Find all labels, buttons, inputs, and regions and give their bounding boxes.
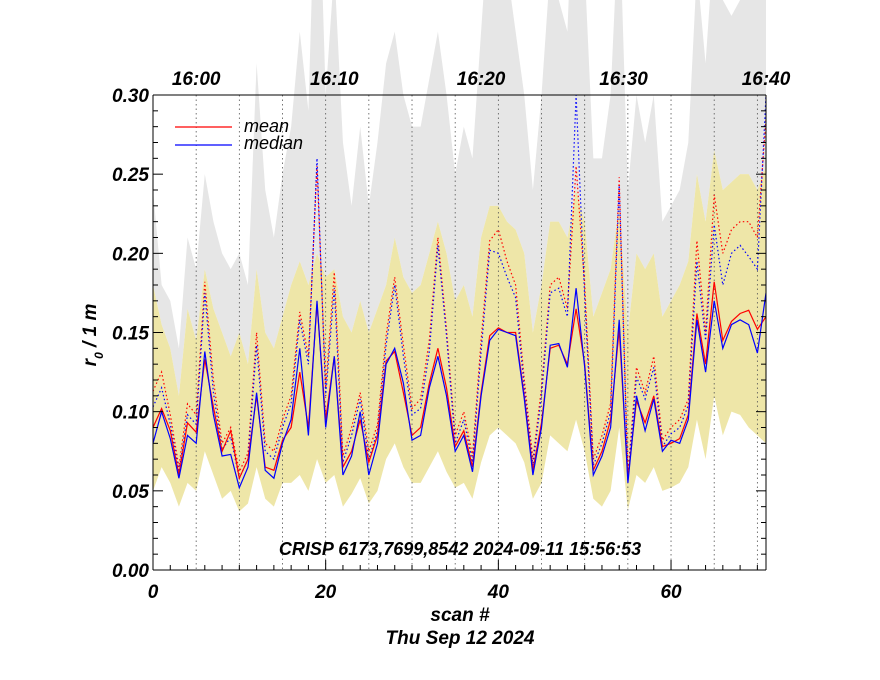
x-tick-label: 20 (314, 582, 337, 603)
median-line (153, 288, 766, 490)
y-tick-label: 0.25 (112, 165, 149, 186)
median-upper-line (153, 94, 766, 481)
y-tick-label: 0.10 (112, 403, 149, 424)
top-time-label: 16:40 (742, 69, 791, 90)
outer-band (153, 0, 766, 396)
top-time-label: 16:00 (172, 69, 221, 90)
x-tick-label: 0 (148, 582, 159, 603)
legend-median-label: median (244, 133, 303, 153)
y-tick-label: 0.30 (112, 86, 149, 107)
y-tick-label: 0.00 (112, 561, 149, 582)
legend: mean median (175, 116, 303, 153)
top-time-label: 16:20 (457, 69, 506, 90)
distribution-bands (153, 0, 766, 512)
x-tick-label: 60 (660, 582, 682, 603)
top-time-label: 16:10 (310, 69, 359, 90)
x-axis-label: scan # (430, 605, 490, 626)
y-tick-label: 0.15 (112, 324, 149, 345)
y-tick-label: 0.20 (112, 244, 149, 265)
data-series (153, 94, 766, 490)
y-tick-label: 0.05 (112, 482, 149, 503)
top-time-label: 16:30 (599, 69, 648, 90)
date-label: Thu Sep 12 2024 (386, 628, 535, 649)
legend-mean-label: mean (244, 116, 289, 136)
axes: 0.00 0.05 0.10 0.15 0.20 0.25 0.30 0 20 40 60 (112, 86, 767, 603)
top-time-axis: 16:00 16:10 16:20 16:30 16:40 (172, 69, 791, 90)
dataset-annotation: CRISP 6173,7699,8542 2024-09-11 15:56:53 (279, 539, 641, 559)
y-axis-label: r0 / 1 m (80, 304, 106, 367)
x-tick-label: 40 (487, 582, 510, 603)
inner-band (153, 150, 766, 512)
